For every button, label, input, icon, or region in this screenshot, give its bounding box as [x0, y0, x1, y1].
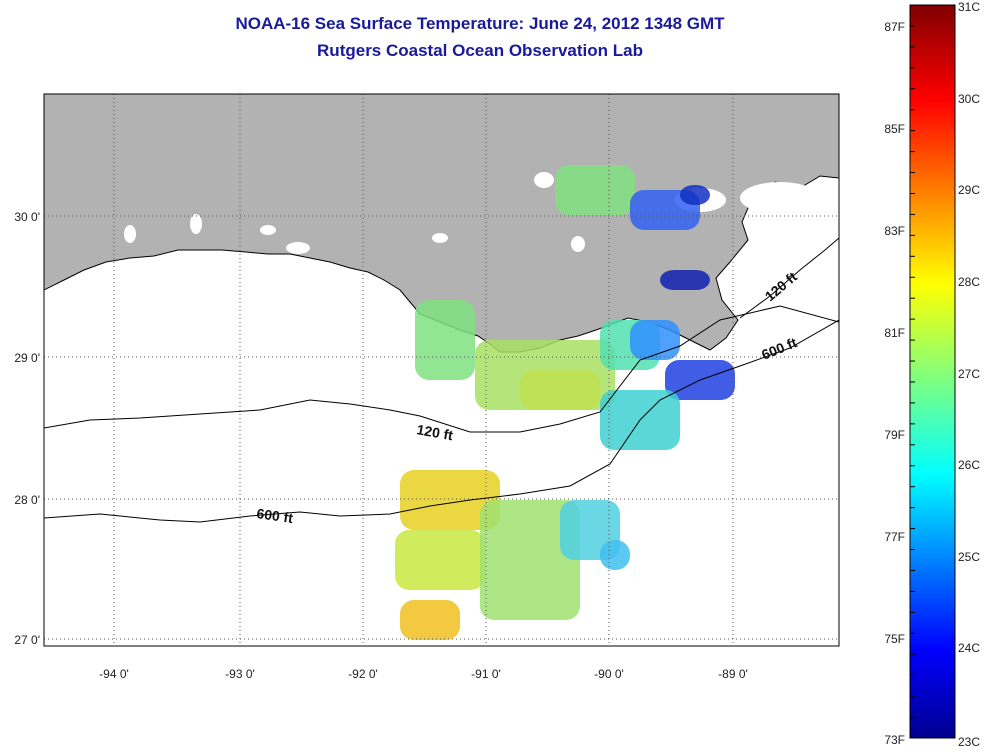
- sst-patch: [395, 530, 485, 590]
- colorbar-c-label: 23C: [958, 735, 980, 749]
- colorbar-c-label: 29C: [958, 183, 980, 197]
- colorbar-c-label: 27C: [958, 367, 980, 381]
- colorbar-f-label: 75F: [884, 632, 905, 646]
- lake: [124, 225, 136, 243]
- isobath-120ft-west: [44, 305, 839, 433]
- isobath-120ft-east: [739, 237, 839, 319]
- lake: [286, 242, 310, 254]
- lat-tick-label: 30 0': [14, 210, 40, 224]
- lon-tick-label: -89 0': [718, 667, 748, 681]
- colorbar-f-label: 87F: [884, 20, 905, 34]
- lat-tick-label: 29 0': [14, 351, 40, 365]
- colorbar-c-label: 26C: [958, 458, 980, 472]
- colorbar-f-label: 79F: [884, 428, 905, 442]
- isobath-label: 600 ft: [256, 505, 295, 526]
- colorbar-c-label: 25C: [958, 550, 980, 564]
- colorbar-f-label: 85F: [884, 122, 905, 136]
- lon-tick-label: -94 0': [99, 667, 129, 681]
- lat-tick-label: 27 0': [14, 633, 40, 647]
- sst-patch: [480, 500, 580, 620]
- lon-tick-label: -90 0': [594, 667, 624, 681]
- lake: [571, 236, 585, 252]
- lon-tick-label: -93 0': [225, 667, 255, 681]
- sst-patch: [520, 370, 600, 410]
- lon-tick-label: -92 0': [348, 667, 378, 681]
- colorbar-f-label: 77F: [884, 530, 905, 544]
- sst-patch: [600, 540, 630, 570]
- lon-tick-label: -91 0': [471, 667, 501, 681]
- colorbar-c-label: 30C: [958, 92, 980, 106]
- lake: [534, 172, 554, 188]
- sst-patch: [415, 300, 475, 380]
- map-title: NOAA-16 Sea Surface Temperature: June 24…: [235, 14, 725, 33]
- isobath-600ft: [44, 319, 839, 523]
- lake: [740, 182, 820, 214]
- lake: [260, 225, 276, 235]
- colorbar-f-label: 83F: [884, 224, 905, 238]
- sst-patch: [680, 185, 710, 205]
- isobath-label: 120 ft: [415, 421, 454, 443]
- colorbar-f-label: 81F: [884, 326, 905, 340]
- plot-frame: [43, 93, 840, 647]
- lake: [190, 214, 202, 234]
- sst-patch: [400, 600, 460, 640]
- lat-lon-grid: [44, 94, 839, 646]
- sst-patch: [400, 470, 500, 530]
- colorbar-c-label: 31C: [958, 0, 980, 14]
- lake: [432, 233, 448, 243]
- lat-tick-label: 28 0': [14, 493, 40, 507]
- colorbar-c-label: 28C: [958, 275, 980, 289]
- colorbar-c-label: 24C: [958, 641, 980, 655]
- sst-patch: [555, 165, 635, 215]
- map-subtitle: Rutgers Coastal Ocean Observation Lab: [317, 41, 643, 60]
- colorbar-f-label: 73F: [884, 733, 905, 747]
- sst-patch: [660, 270, 710, 290]
- colorbar-gradient: [909, 4, 956, 739]
